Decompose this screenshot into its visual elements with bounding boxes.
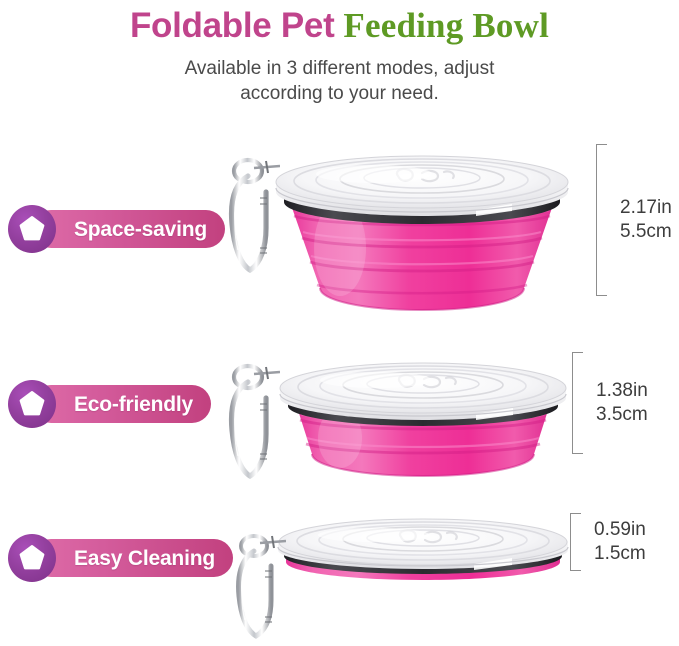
page-title: Foldable Pet Feeding Bowl bbox=[0, 0, 679, 48]
carabiner-clip-icon bbox=[230, 530, 286, 640]
feature-badge-pill: Space-saving bbox=[32, 210, 225, 248]
collapsible-bowl-half-icon bbox=[268, 352, 578, 487]
header: Foldable Pet Feeding Bowl Available in 3… bbox=[0, 0, 679, 106]
carabiner-clip-icon bbox=[224, 360, 280, 485]
dimension-text: 2.17in 5.5cm bbox=[620, 196, 672, 244]
dimension-height-0-59in: 0.59in 1.5cm bbox=[570, 513, 646, 571]
title-part-foldable-pet: Foldable Pet bbox=[129, 6, 335, 45]
page-subtitle: Available in 3 different modes, adjust a… bbox=[0, 48, 679, 106]
dimension-centimeters: 5.5cm bbox=[620, 221, 672, 242]
title-part-feeding-bowl: Feeding Bowl bbox=[334, 6, 550, 45]
feature-badge-pill: Eco-friendly bbox=[32, 385, 211, 423]
dimension-bracket-icon bbox=[572, 352, 584, 454]
pentagon-star-icon bbox=[8, 380, 56, 428]
dimension-bracket-icon bbox=[596, 144, 608, 296]
dimension-centimeters: 3.5cm bbox=[596, 404, 648, 425]
dimension-inches: 2.17in bbox=[620, 197, 672, 218]
dimension-bracket-icon bbox=[570, 513, 582, 571]
dimension-inches: 1.38in bbox=[596, 380, 648, 401]
feature-badge-label: Eco-friendly bbox=[74, 392, 193, 416]
product-mode-row-easy-cleaning: Easy Cleaning bbox=[0, 512, 679, 639]
pentagon-star-icon bbox=[8, 534, 56, 582]
carabiner-clip-icon bbox=[224, 154, 280, 279]
dimension-text: 0.59in 1.5cm bbox=[594, 518, 646, 566]
dimension-centimeters: 1.5cm bbox=[594, 543, 646, 564]
dimension-height-1-38in: 1.38in 3.5cm bbox=[572, 352, 648, 454]
feature-badge-pill: Easy Cleaning bbox=[32, 539, 233, 577]
collapsible-bowl-flat-icon bbox=[268, 512, 578, 602]
dimension-inches: 0.59in bbox=[594, 519, 646, 540]
feature-badge-label: Easy Cleaning bbox=[74, 546, 215, 570]
dimension-height-2-17in: 2.17in 5.5cm bbox=[596, 144, 672, 296]
product-mode-row-eco-friendly: Eco-friendly bbox=[0, 352, 679, 492]
collapsible-bowl-expanded-icon bbox=[262, 140, 582, 320]
pentagon-star-icon bbox=[8, 205, 56, 253]
feature-badge-label: Space-saving bbox=[74, 217, 207, 241]
subtitle-line-2: according to your need. bbox=[240, 83, 439, 104]
dimension-text: 1.38in 3.5cm bbox=[596, 379, 648, 427]
product-mode-row-space-saving: Space-saving bbox=[0, 140, 679, 325]
subtitle-line-1: Available in 3 different modes, adjust bbox=[184, 58, 495, 79]
